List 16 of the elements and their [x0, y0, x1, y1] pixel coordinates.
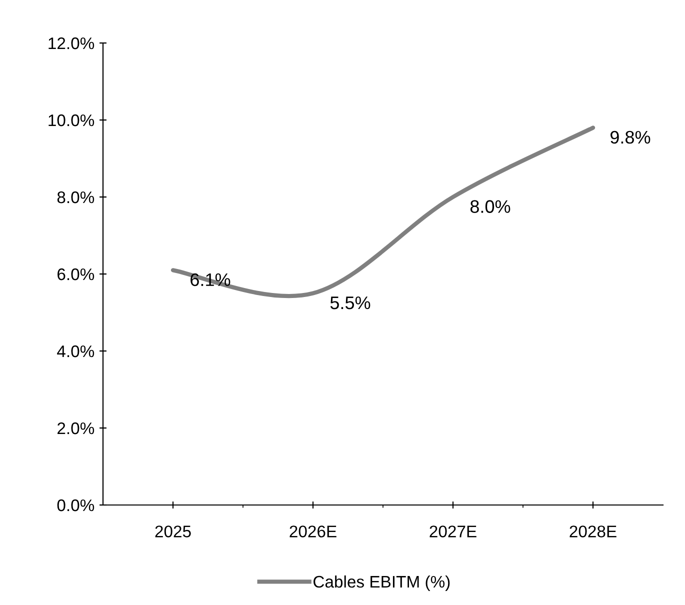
y-tick-label: 0.0% — [57, 499, 94, 512]
x-tick-label: 2028E — [570, 526, 616, 538]
y-tick-label: 2.0% — [58, 422, 94, 434]
text: 8.0% — [470, 200, 510, 213]
x-tick-label: 2026E — [290, 526, 336, 538]
text: 5.5% — [330, 296, 370, 310]
text: 9.8% — [610, 130, 650, 144]
text: 6.1% — [190, 273, 230, 286]
y-tick-label: 8.0% — [57, 191, 94, 204]
x-tick-label: 2025 — [155, 526, 191, 538]
y-tick-label: 10.0% — [48, 114, 94, 126]
y-tick-label: 12.0% — [48, 37, 94, 50]
y-tick-label: 4.0% — [57, 345, 94, 358]
legend-label: Cables EBITM (%) — [314, 575, 450, 591]
x-tick-label: 2027E — [430, 526, 476, 538]
y-tick-label: 6.0% — [58, 268, 94, 280]
